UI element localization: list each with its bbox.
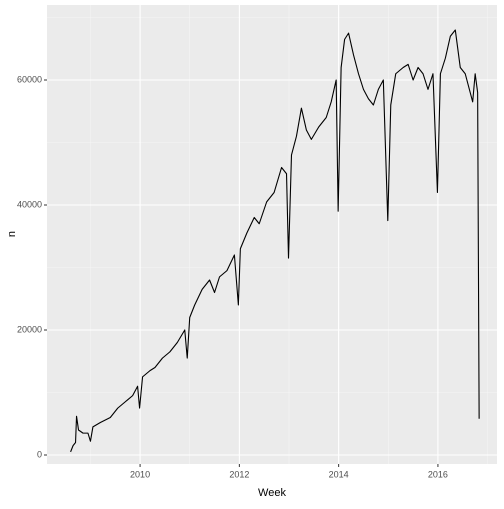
y-axis-title: n [6, 231, 18, 237]
x-tick-label: 2014 [329, 469, 349, 479]
x-tick-label: 2016 [428, 469, 448, 479]
y-tick-label: 20000 [17, 324, 42, 334]
data-line [70, 29, 480, 453]
panel [47, 5, 497, 464]
y-tick-label: 40000 [17, 199, 42, 209]
x-tick-label: 2012 [229, 469, 249, 479]
x-tick-label: 2010 [130, 469, 150, 479]
x-axis-title: Week [258, 487, 286, 499]
y-tick-label: 0 [37, 449, 42, 459]
y-tick-label: 60000 [17, 74, 42, 84]
